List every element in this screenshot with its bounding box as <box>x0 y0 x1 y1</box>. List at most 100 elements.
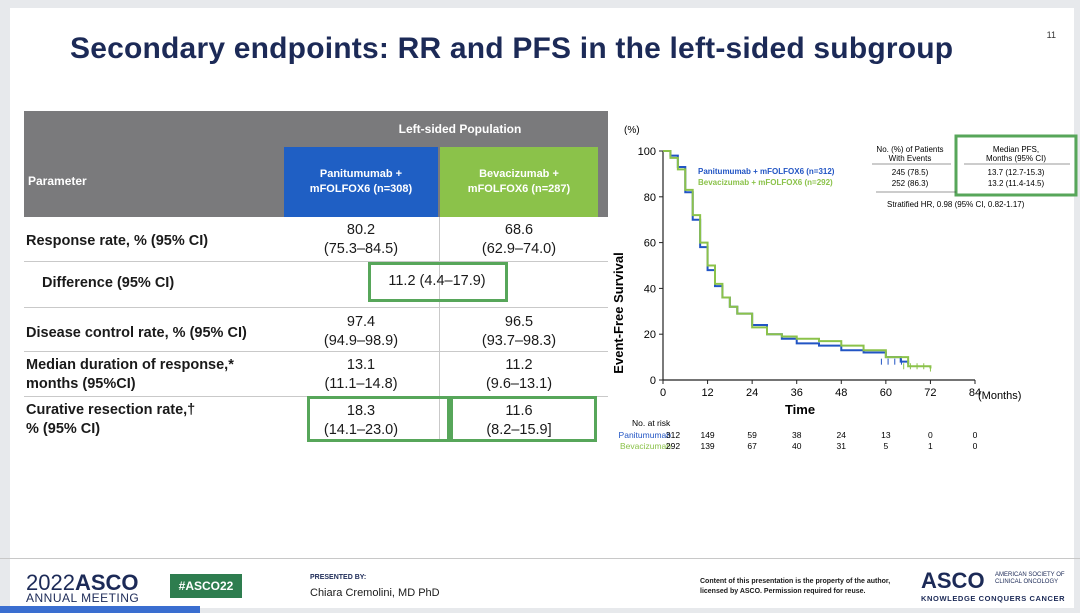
at-risk-count: 67 <box>747 441 757 451</box>
x-axis-label: Time <box>785 402 815 417</box>
resection-highlight-box-pan <box>307 396 450 442</box>
x-tick-label: 0 <box>660 387 666 399</box>
slide: Secondary endpoints: RR and PFS in the l… <box>10 8 1078 608</box>
bevacizumab-curve <box>663 150 932 369</box>
society-name: AMERICAN SOCIETY OF CLINICAL ONCOLOGY <box>995 572 1065 585</box>
x-tick-label: 12 <box>701 387 713 399</box>
y-tick-label: 0 <box>650 375 656 387</box>
copyright-notice: Content of this presentation is the prop… <box>700 578 891 595</box>
col1-line2: mFOLFOX6 (n=308) <box>309 183 413 195</box>
table-header-row: Parameter Panitumumab + mFOLFOX6 (n=308) … <box>24 147 608 217</box>
table-row: Curative resection rate,†% (95% CI) 18.3… <box>24 396 608 442</box>
cell-value: 11.2 (9.6–13.1) <box>485 357 553 392</box>
at-risk-count: 149 <box>700 430 714 440</box>
row-label: Response rate, % (95% CI) <box>26 233 209 249</box>
at-risk-bev-name: Bevacizumab <box>620 441 671 451</box>
row-label: Median duration of response,* months (95%… <box>26 357 234 392</box>
parameter-header: Parameter <box>28 174 87 188</box>
cell-value: 68.6 (62.9–74.0) <box>481 222 557 257</box>
y-unit-label: (%) <box>624 125 640 136</box>
meeting-name: ANNUAL MEETING <box>26 591 140 605</box>
y-axis-label: Event-Free Survival <box>611 252 626 373</box>
cell-value: 18.3 (14.1–23.0) <box>323 403 399 438</box>
row-label: Difference (95% CI) <box>42 275 175 291</box>
pfs-pan: 13.7 (12.7-15.3) <box>988 168 1045 177</box>
footer-accent-strip <box>0 606 200 613</box>
pfs-highlight-box <box>954 134 1078 197</box>
col1-line1: Panitumumab + <box>319 168 403 180</box>
at-risk-count: 0 <box>973 441 978 451</box>
pfs-bev: 13.2 (11.4-14.5) <box>988 179 1045 188</box>
row-label: Curative resection rate,†% (95% CI) <box>26 402 196 437</box>
presented-by-label: PRESENTED BY: <box>310 574 367 581</box>
at-risk-count: 139 <box>700 441 714 451</box>
x-tick-label: 48 <box>835 387 847 399</box>
table-super-header: Left-sided Population <box>24 111 608 147</box>
col2-line1: Bevacizumab + <box>479 168 559 180</box>
pfs-header-1: Median PFS, <box>993 145 1039 154</box>
panitumumab-column-header: Panitumumab + mFOLFOX6 (n=308) <box>284 147 438 217</box>
at-risk-count: 5 <box>883 441 888 451</box>
at-risk-count: 13 <box>881 430 891 440</box>
asco-logo: ASCO <box>921 568 985 593</box>
cell-value: 96.5 (93.7–98.3) <box>481 314 557 349</box>
table-row: Response rate, % (95% CI) 80.2 (75.3–84.5… <box>24 217 608 262</box>
legend-pan: Panitumumab + mFOLFOX6 (n=312) <box>698 167 835 176</box>
cell-value: 97.4 (94.9–98.9) <box>323 314 399 349</box>
x-tick-label: 84 <box>969 387 981 399</box>
events-header-2: With Events <box>889 154 932 163</box>
x-tick-label: 72 <box>924 387 936 399</box>
y-tick-label: 100 <box>638 146 656 158</box>
hazard-ratio: Stratified HR, 0.98 (95% CI, 0.82-1.17) <box>887 200 1025 209</box>
hashtag-badge: #ASCO22 <box>170 574 242 598</box>
at-risk-count: 1 <box>928 441 933 451</box>
slide-title: Secondary endpoints: RR and PFS in the l… <box>70 32 954 65</box>
difference-value: 11.2 (4.4–17.9) <box>388 273 486 289</box>
at-risk-count: 292 <box>666 441 680 451</box>
table-row: Difference (95% CI) 11.2 (4.4–17.9) <box>24 261 608 308</box>
at-risk-count: 59 <box>747 430 757 440</box>
events-header-1: No. (%) of Patients <box>876 145 943 154</box>
y-tick-label: 20 <box>644 329 656 341</box>
col2-line2: mFOLFOX6 (n=287) <box>467 183 571 195</box>
at-risk-label: No. at risk <box>632 418 671 428</box>
column-divider <box>439 217 440 442</box>
y-tick-label: 60 <box>644 238 656 250</box>
cell-value: 80.2 (75.3–84.5) <box>323 222 399 257</box>
events-bev: 252 (86.3) <box>892 179 929 188</box>
events-pan: 245 (78.5) <box>892 168 929 177</box>
at-risk-count: 31 <box>837 441 847 451</box>
at-risk-count: 0 <box>973 430 978 440</box>
x-tick-label: 60 <box>880 387 892 399</box>
y-tick-label: 80 <box>644 192 656 204</box>
x-tick-label: 24 <box>746 387 758 399</box>
x-unit-label: (Months) <box>978 390 1021 402</box>
page-number: 11 <box>1046 30 1056 40</box>
x-tick-label: 36 <box>791 387 803 399</box>
at-risk-count: 38 <box>792 430 802 440</box>
difference-highlight-box <box>368 262 508 302</box>
meeting-logo: 2022ASCO <box>26 570 139 595</box>
footer-divider <box>0 558 1080 559</box>
legend-bev: Bevacizumab + mFOLFOX6 (n=292) <box>698 178 833 187</box>
at-risk-count: 0 <box>928 430 933 440</box>
presenter-name: Chiara Cremolini, MD PhD <box>310 587 440 599</box>
cell-value: 11.6 (8.2–15.9] <box>486 403 552 438</box>
pfs-header-2: Months (95% CI) <box>986 154 1046 163</box>
at-risk-count: 24 <box>837 430 847 440</box>
y-tick-label: 40 <box>644 283 656 295</box>
asco-tagline: KNOWLEDGE CONQUERS CANCER <box>921 594 1066 603</box>
resection-highlight-box-bev <box>450 396 597 442</box>
super-header-label: Left-sided Population <box>398 122 522 136</box>
row-label: Disease control rate, % (95% CI) <box>26 325 247 341</box>
bevacizumab-column-header: Bevacizumab + mFOLFOX6 (n=287) <box>440 147 598 217</box>
at-risk-count: 40 <box>792 441 802 451</box>
table-row: Median duration of response,* months (95%… <box>24 351 608 397</box>
at-risk-count: 312 <box>666 430 680 440</box>
cell-value: 13.1 (11.1–14.8) <box>324 357 398 392</box>
table-row: Disease control rate, % (95% CI) 97.4 (94… <box>24 307 608 352</box>
at-risk-pan-name: Panitumumab <box>619 430 672 440</box>
